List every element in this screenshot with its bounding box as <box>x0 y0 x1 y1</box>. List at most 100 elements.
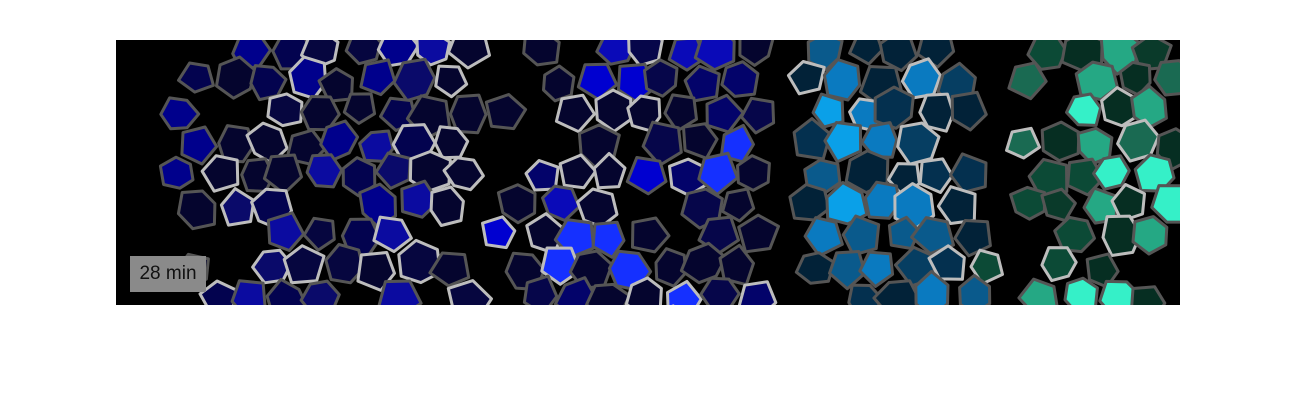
cell <box>219 309 254 347</box>
cell <box>666 279 703 305</box>
cell <box>180 125 219 166</box>
cell <box>914 270 950 305</box>
cell <box>342 92 377 125</box>
cell <box>481 215 517 250</box>
cell <box>250 311 283 348</box>
cell <box>446 40 491 70</box>
cell <box>974 309 1009 341</box>
cell <box>522 274 559 305</box>
cell <box>1092 154 1131 191</box>
cell <box>936 185 977 225</box>
cell <box>958 273 992 305</box>
cell <box>358 307 392 346</box>
cell <box>1130 285 1167 305</box>
cell <box>916 40 956 69</box>
cell <box>434 312 469 346</box>
cell <box>1065 92 1103 127</box>
cell <box>428 251 471 288</box>
cell <box>1040 309 1080 352</box>
cell <box>737 280 778 305</box>
cell <box>682 122 719 160</box>
time-label: 28 min <box>139 263 196 284</box>
cell <box>484 93 528 131</box>
cell <box>721 187 756 223</box>
cell <box>328 313 363 344</box>
cell <box>887 215 921 250</box>
cell <box>643 58 679 98</box>
cell <box>811 92 845 129</box>
cell-layer <box>158 40 1189 352</box>
cell <box>828 250 867 291</box>
cell <box>792 117 832 161</box>
cell <box>1004 316 1038 346</box>
cell <box>693 40 736 72</box>
cell <box>341 156 377 198</box>
cell <box>1017 277 1059 305</box>
cell <box>446 279 493 305</box>
cell <box>896 121 941 166</box>
cell <box>738 40 775 67</box>
cell <box>612 310 653 347</box>
cell <box>522 40 561 67</box>
cell <box>872 279 922 305</box>
cell <box>1063 276 1099 305</box>
cell <box>400 179 440 219</box>
cell <box>697 151 739 196</box>
cell <box>1007 61 1048 101</box>
cell <box>918 157 954 194</box>
cell <box>496 183 537 225</box>
cell <box>377 279 423 305</box>
cell <box>679 241 728 285</box>
cell <box>860 121 899 159</box>
cell <box>641 120 683 167</box>
cell <box>1156 308 1189 341</box>
cell <box>543 315 574 350</box>
cell <box>627 40 664 67</box>
cell <box>878 40 919 73</box>
cell <box>285 308 324 343</box>
cell <box>219 187 256 227</box>
cell <box>372 215 413 254</box>
cell <box>524 159 560 192</box>
cell <box>282 244 326 285</box>
cell <box>576 62 619 101</box>
cell <box>1150 184 1180 224</box>
cell <box>624 276 663 305</box>
cell <box>230 279 267 305</box>
cell <box>553 276 597 305</box>
cell <box>541 184 581 222</box>
cell <box>442 156 485 192</box>
cell <box>1153 59 1180 97</box>
cell <box>302 216 336 252</box>
cell <box>265 277 309 305</box>
cell <box>825 181 869 226</box>
cell <box>625 156 668 196</box>
cell <box>177 61 215 94</box>
cell <box>542 64 576 103</box>
cell <box>1040 187 1077 223</box>
cell <box>822 58 862 102</box>
cell <box>1131 215 1169 256</box>
cell <box>699 276 741 305</box>
cell <box>720 60 760 98</box>
cell <box>200 154 240 193</box>
cell <box>969 248 1004 286</box>
cell <box>631 216 671 254</box>
cell <box>950 90 988 132</box>
cell <box>687 317 717 347</box>
cell <box>654 247 688 288</box>
cell <box>904 310 942 346</box>
cell <box>299 279 341 305</box>
time-label-box <box>130 256 206 292</box>
cell <box>663 93 698 133</box>
cell <box>591 220 626 259</box>
cell <box>1040 120 1081 163</box>
cell <box>448 93 488 135</box>
cell <box>359 58 397 97</box>
cell <box>927 244 966 281</box>
cell <box>739 96 776 135</box>
cell <box>176 189 217 231</box>
cell <box>429 185 465 227</box>
cell <box>1005 126 1042 160</box>
